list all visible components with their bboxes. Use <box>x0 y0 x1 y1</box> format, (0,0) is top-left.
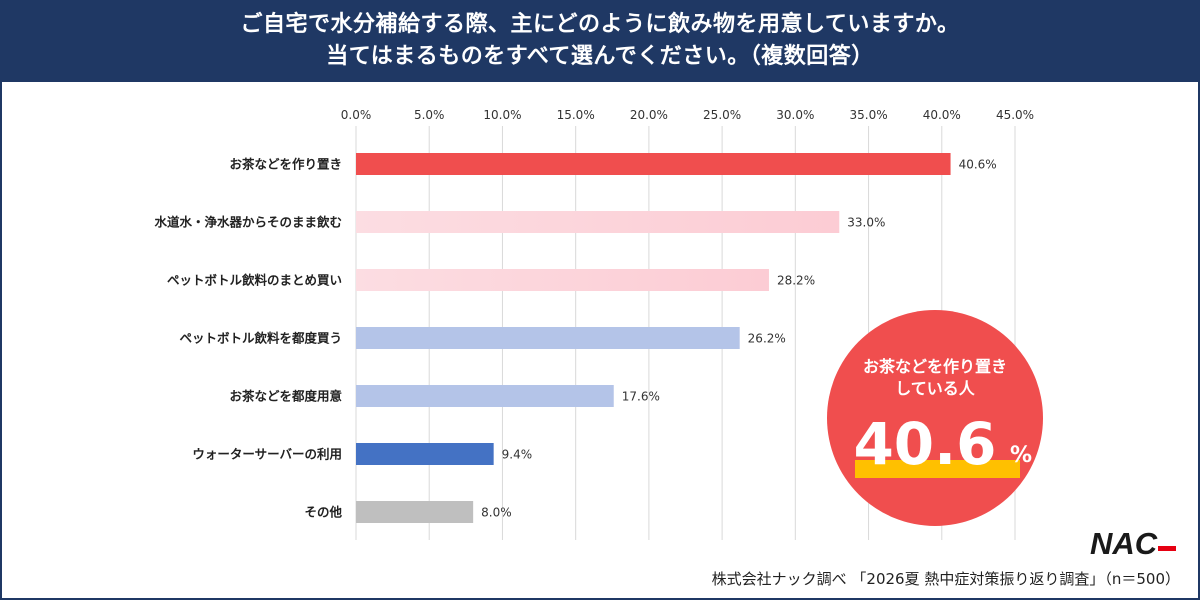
category-label: ペットボトル飲料を都度買う <box>179 331 342 346</box>
x-tick-label: 0.0% <box>341 108 372 122</box>
category-labels: お茶などを作り置き水道水・浄水器からそのまま飲むペットボトル飲料のまとめ買いペッ… <box>154 157 342 520</box>
category-label: お茶などを都度用意 <box>229 389 342 404</box>
x-axis-ticks: 0.0% 5.0% 10.0% 15.0% 20.0% 25.0% 30.0% 35.0% 40… <box>341 108 1034 122</box>
x-tick-label: 20.0% <box>630 108 668 122</box>
title-line-2: 当てはまるものをすべて選んでください。（複数回答） <box>326 44 874 69</box>
x-tick-label: 25.0% <box>703 108 741 122</box>
nac-logo-text: NAC <box>1090 526 1158 558</box>
highlight-callout: お茶などを作り置き している人 40.6 % <box>827 310 1043 526</box>
callout-value: 40.6 <box>853 410 996 478</box>
x-tick-label: 35.0% <box>849 108 887 122</box>
callout-line-1: お茶などを作り置き <box>863 357 1007 376</box>
x-tick-label: 30.0% <box>776 108 814 122</box>
value-label: 8.0% <box>481 506 512 520</box>
x-tick-label: 5.0% <box>414 108 445 122</box>
nac-logo-accent <box>1158 546 1176 551</box>
bar <box>356 269 769 291</box>
category-label: お茶などを作り置き <box>229 157 342 172</box>
category-label: その他 <box>304 505 342 520</box>
bar <box>356 153 951 175</box>
bar <box>356 211 840 233</box>
bar <box>356 443 494 465</box>
callout-line-2: している人 <box>895 379 976 398</box>
x-tick-label: 40.0% <box>923 108 961 122</box>
callout-highlight-bar <box>855 460 1020 478</box>
category-label: 水道水・浄水器からそのまま飲む <box>154 215 342 230</box>
value-label: 9.4% <box>502 448 533 462</box>
value-label: 33.0% <box>847 216 885 230</box>
title-line-1: ご自宅で水分補給する際、主にどのように飲み物を用意していますか。 <box>240 12 960 37</box>
source-note: 株式会社ナック調べ 「2026夏 熱中症対策振り返り調査」（n＝500） <box>711 570 1180 588</box>
value-label: 17.6% <box>622 390 660 404</box>
x-tick-label: 10.0% <box>483 108 521 122</box>
bar <box>356 501 474 523</box>
nac-logo-mark: NAC <box>1090 526 1176 558</box>
nac-logo: NAC <box>1090 526 1176 558</box>
category-label: ペットボトル飲料のまとめ買い <box>167 273 342 288</box>
x-tick-label: 15.0% <box>557 108 595 122</box>
category-label: ウォーターサーバーの利用 <box>192 447 342 462</box>
value-label: 28.2% <box>777 274 815 288</box>
x-tick-label: 45.0% <box>996 108 1034 122</box>
bars <box>356 153 951 523</box>
value-labels: 40.6% 33.0% 28.2% 26.2% 17.6% 9.4% 8.0% <box>481 158 997 520</box>
bar <box>356 385 614 407</box>
value-label: 40.6% <box>959 158 997 172</box>
bar <box>356 327 740 349</box>
callout-unit: % <box>1010 443 1032 468</box>
title-banner: ご自宅で水分補給する際、主にどのように飲み物を用意していますか。 当てはまるもの… <box>0 0 1200 82</box>
value-label: 26.2% <box>748 332 786 346</box>
